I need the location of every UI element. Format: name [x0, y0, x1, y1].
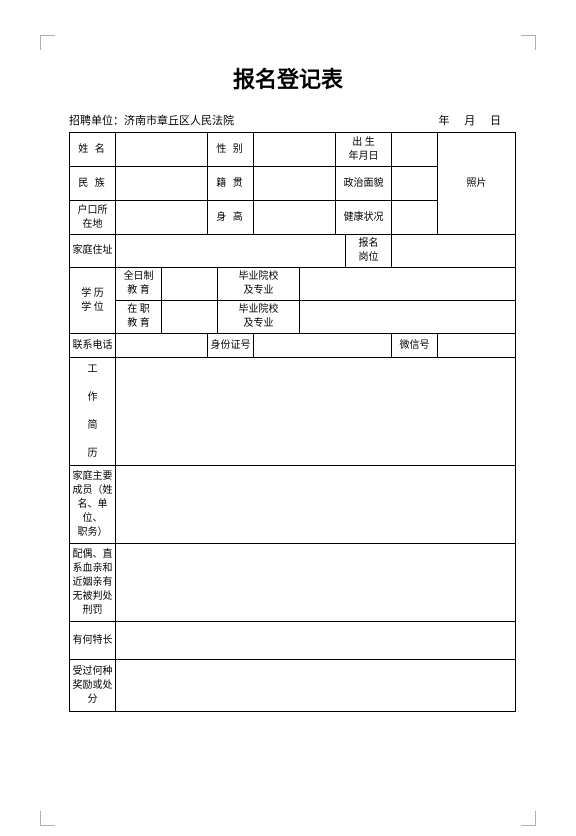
- label-parttime: 在 职教 育: [116, 301, 162, 334]
- date-year-label: 年: [439, 115, 450, 127]
- field-resume[interactable]: [116, 358, 516, 466]
- label-address: 家庭住址: [70, 235, 116, 268]
- field-hukou[interactable]: [116, 201, 208, 235]
- label-ethnic: 民 族: [70, 167, 116, 201]
- field-ethnic[interactable]: [116, 167, 208, 201]
- field-gender[interactable]: [254, 133, 336, 167]
- header-row: 招聘单位： 济南市章丘区人民法院 年 月 日: [69, 112, 507, 128]
- field-post[interactable]: [392, 235, 516, 268]
- field-birth[interactable]: [392, 133, 438, 167]
- label-height: 身 高: [208, 201, 254, 235]
- field-fulltime[interactable]: [162, 268, 218, 301]
- label-family: 家庭主要成员（姓名、单位、职务）: [70, 466, 116, 544]
- crop-mark: [40, 811, 55, 826]
- label-name: 姓 名: [70, 133, 116, 167]
- label-grad2: 毕业院校及专业: [218, 301, 300, 334]
- field-health[interactable]: [392, 201, 438, 235]
- field-grad2[interactable]: [300, 301, 516, 334]
- field-awards[interactable]: [116, 660, 516, 712]
- label-wechat: 微信号: [392, 334, 438, 358]
- field-name[interactable]: [116, 133, 208, 167]
- field-native[interactable]: [254, 167, 336, 201]
- field-politics[interactable]: [392, 167, 438, 201]
- label-grad1: 毕业院校及专业: [218, 268, 300, 301]
- label-relatives: 配偶、直系血亲和近姻亲有无被判处刑罚: [70, 544, 116, 622]
- photo-area[interactable]: 照片: [438, 133, 516, 235]
- registration-table: 姓 名 性 别 出 生年月日 照片 民 族 籍 贯 政治面貌 户口所在地 身 高…: [69, 132, 516, 712]
- label-hukou: 户口所在地: [70, 201, 116, 235]
- org-value: 济南市章丘区人民法院: [124, 112, 234, 128]
- field-phone[interactable]: [116, 334, 208, 358]
- label-awards: 受过何种奖励或处分: [70, 660, 116, 712]
- field-address[interactable]: [116, 235, 346, 268]
- label-health: 健康状况: [336, 201, 392, 235]
- label-phone: 联系电话: [70, 334, 116, 358]
- field-height[interactable]: [254, 201, 336, 235]
- label-fulltime: 全日制教 育: [116, 268, 162, 301]
- date-day-label: 日: [490, 115, 501, 127]
- field-skills[interactable]: [116, 622, 516, 660]
- label-resume: 工作简历: [70, 358, 116, 466]
- field-family[interactable]: [116, 466, 516, 544]
- org-label: 招聘单位：: [69, 112, 124, 128]
- label-skills: 有何特长: [70, 622, 116, 660]
- date-fill: 年 月 日: [433, 112, 508, 128]
- label-idcard: 身份证号: [208, 334, 254, 358]
- label-native: 籍 贯: [208, 167, 254, 201]
- field-wechat[interactable]: [438, 334, 516, 358]
- label-post: 报名岗位: [346, 235, 392, 268]
- crop-mark: [521, 811, 536, 826]
- form-title: 报名登记表: [55, 62, 521, 94]
- field-relatives[interactable]: [116, 544, 516, 622]
- label-politics: 政治面貌: [336, 167, 392, 201]
- date-month-label: 月: [464, 115, 475, 127]
- field-idcard[interactable]: [254, 334, 392, 358]
- field-grad1[interactable]: [300, 268, 516, 301]
- field-parttime[interactable]: [162, 301, 218, 334]
- label-gender: 性 别: [208, 133, 254, 167]
- label-birth: 出 生年月日: [336, 133, 392, 167]
- label-edu: 学 历学 位: [70, 268, 116, 334]
